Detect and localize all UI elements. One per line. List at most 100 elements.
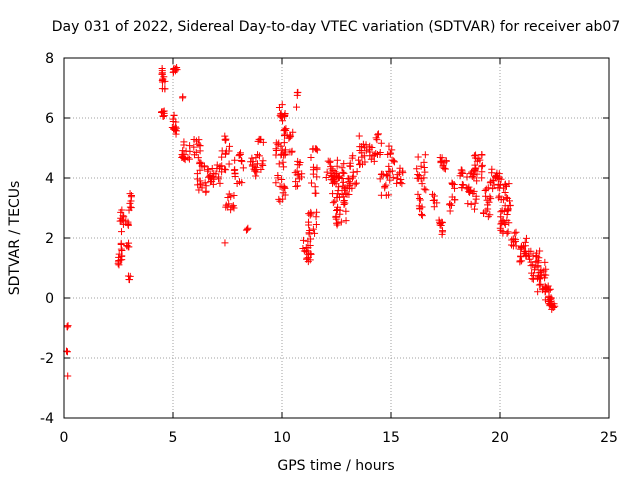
data-point — [464, 185, 472, 193]
data-point — [292, 183, 300, 191]
data-point — [337, 218, 345, 226]
data-point — [280, 163, 288, 171]
data-point — [120, 213, 128, 221]
data-point — [221, 132, 229, 140]
data-point — [464, 200, 472, 208]
data-point — [466, 188, 474, 196]
data-point — [446, 207, 454, 215]
y-axis-label: SDTVAR / TECUs — [7, 181, 23, 296]
data-point — [332, 215, 340, 223]
data-point — [372, 134, 380, 142]
data-point — [169, 115, 177, 123]
data-point — [216, 179, 224, 187]
data-point — [480, 210, 488, 218]
data-point — [497, 220, 505, 228]
y-tick-label: -2 — [40, 351, 54, 367]
data-point — [190, 143, 198, 151]
data-point — [275, 195, 283, 203]
data-point — [161, 85, 169, 93]
data-point — [471, 205, 479, 213]
data-point — [323, 168, 331, 176]
data-point — [294, 182, 302, 190]
data-point — [63, 348, 71, 356]
data-point — [158, 69, 166, 77]
data-point — [390, 157, 398, 165]
data-point — [272, 139, 280, 147]
data-point — [333, 221, 341, 229]
data-point — [540, 271, 548, 279]
data-point — [349, 172, 357, 180]
data-point — [173, 63, 181, 71]
data-point — [198, 184, 206, 192]
y-tick-label: 4 — [45, 171, 54, 187]
data-point — [471, 199, 479, 207]
data-point — [159, 108, 167, 116]
data-point — [495, 194, 503, 202]
data-point — [349, 152, 357, 160]
data-point — [490, 181, 498, 189]
data-point — [495, 170, 503, 178]
data-point — [255, 152, 263, 160]
data-point — [252, 172, 260, 180]
data-point — [180, 138, 188, 146]
data-point — [345, 175, 353, 183]
data-point — [123, 241, 131, 249]
data-point — [307, 210, 315, 218]
data-point — [169, 125, 177, 133]
data-point — [186, 142, 194, 150]
data-point — [231, 156, 239, 164]
data-point — [351, 180, 359, 188]
data-point — [545, 293, 553, 301]
data-point — [326, 158, 334, 166]
data-point — [196, 160, 204, 168]
data-point — [346, 162, 354, 170]
data-point — [430, 203, 438, 211]
data-point — [63, 323, 71, 331]
data-point — [436, 219, 444, 227]
data-point — [429, 190, 437, 198]
data-point — [534, 288, 542, 296]
data-point — [190, 151, 198, 159]
data-point — [545, 286, 553, 294]
data-point — [247, 158, 255, 166]
data-point — [204, 167, 212, 175]
data-point — [274, 141, 282, 149]
data-point — [532, 252, 540, 260]
data-point — [64, 372, 72, 380]
data-point — [311, 145, 319, 153]
data-point — [334, 219, 342, 227]
data-point — [478, 161, 486, 169]
data-point — [503, 229, 511, 237]
data-point — [272, 151, 280, 159]
data-point — [499, 184, 507, 192]
data-point — [238, 157, 246, 165]
data-point — [201, 179, 209, 187]
data-point — [204, 165, 212, 173]
data-point — [229, 202, 237, 210]
x-tick-label: 15 — [382, 430, 400, 446]
data-point — [463, 184, 471, 192]
data-point — [248, 154, 256, 162]
data-point — [170, 111, 178, 119]
data-point — [535, 281, 543, 289]
data-point — [397, 175, 405, 183]
data-point — [503, 216, 511, 224]
data-point — [527, 262, 535, 270]
data-point — [225, 190, 233, 198]
data-point — [332, 180, 340, 188]
data-point — [196, 142, 204, 150]
data-point — [239, 164, 247, 172]
x-tick-label: 0 — [60, 430, 69, 446]
data-point — [439, 228, 447, 236]
data-point — [222, 166, 230, 174]
data-point — [356, 160, 364, 168]
x-tick-label: 20 — [491, 430, 509, 446]
y-tick-label: 2 — [45, 231, 54, 247]
data-point — [231, 172, 239, 180]
data-point — [285, 134, 293, 142]
data-point — [185, 155, 193, 163]
data-point — [421, 168, 429, 176]
data-point — [202, 188, 210, 196]
data-point — [298, 170, 306, 178]
data-point — [478, 163, 486, 171]
